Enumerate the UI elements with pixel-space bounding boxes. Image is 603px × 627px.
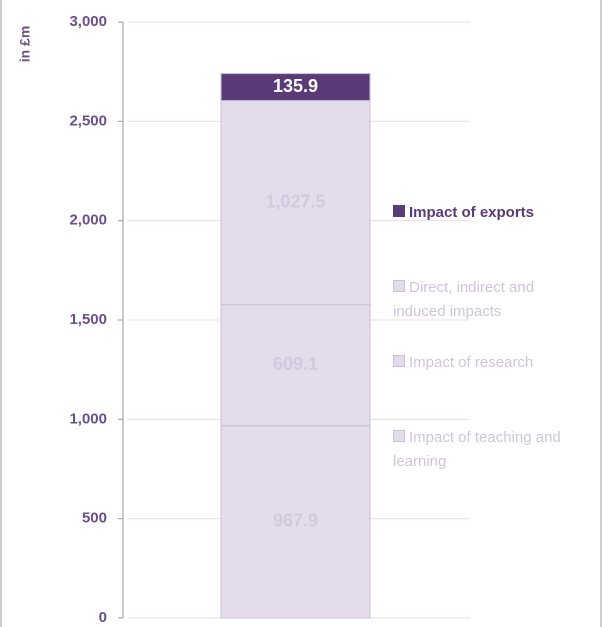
y-tick-label: 1,500 [69,311,107,328]
y-tick-label: 1,000 [69,410,107,427]
legend-item: Impact of exports [393,201,583,225]
y-tick-label: 3,000 [69,13,107,30]
bar-segment [220,73,371,102]
y-tick-label: 2,500 [69,112,107,129]
legend-item: Impact of research [393,351,583,375]
y-tick-label: 500 [82,510,107,527]
legend-swatch [393,280,405,292]
value-label: 609.1 [273,354,318,374]
legend-item: Impact of teaching and learning [393,426,583,474]
bar-segment [220,100,371,306]
legend-label: Impact of exports [409,204,535,221]
value-label: 135.9 [273,76,318,96]
bar-segment [220,304,371,427]
legend-swatch [393,355,405,367]
y-tick-label: 2,000 [69,212,107,229]
value-label: 967.9 [273,511,318,531]
legend-label: Impact of research [409,354,534,371]
bar-segment [220,425,371,619]
legend-swatch [393,205,405,217]
legend-swatch [393,430,405,442]
y-tick-label: 0 [99,609,107,626]
legend-item: Direct, indirect and induced impacts [393,276,583,324]
legend-label: Direct, indirect and induced impacts [393,279,535,320]
y-axis-label: in £m [17,26,33,63]
legend-label: Impact of teaching and learning [393,429,561,470]
value-label: 1,027.5 [265,191,325,211]
